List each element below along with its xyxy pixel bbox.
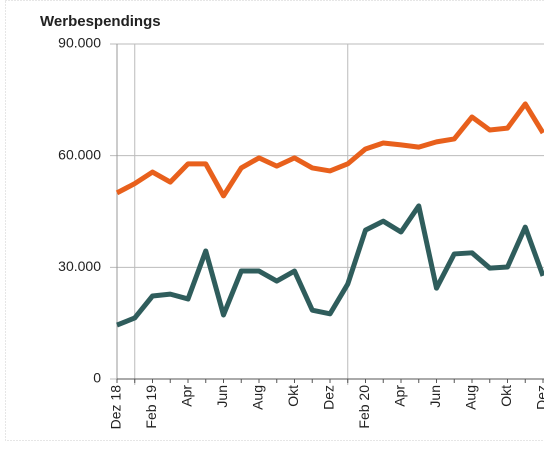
x-tick-label: Dez xyxy=(321,385,337,410)
series-line xyxy=(116,203,544,328)
frame xyxy=(5,0,544,441)
chart-title: Werbespendings xyxy=(40,13,161,30)
x-tick-label: Aug xyxy=(250,385,266,410)
x-tick-label: Apr xyxy=(392,385,408,407)
y-tick-label: 30.000 xyxy=(58,258,101,274)
x-tick-label: Okt xyxy=(498,385,514,407)
x-tick-label: Dez 18 xyxy=(108,385,124,430)
x-tick-label: Aug xyxy=(463,385,479,410)
x-tick-label: Dez xyxy=(534,385,544,410)
x-tick-label: Okt xyxy=(285,385,301,407)
y-tick-label: 90.000 xyxy=(58,35,101,51)
series-line xyxy=(115,101,544,199)
y-tick-label: 60.000 xyxy=(58,146,101,162)
y-tick-label: 0 xyxy=(93,370,101,386)
x-tick-label: Jun xyxy=(214,385,230,408)
x-tick-label: Apr xyxy=(179,385,195,407)
x-tick-label: Jun xyxy=(427,385,443,408)
x-tick-label: Feb 20 xyxy=(356,385,372,429)
x-tick-label: Feb 19 xyxy=(143,385,159,429)
